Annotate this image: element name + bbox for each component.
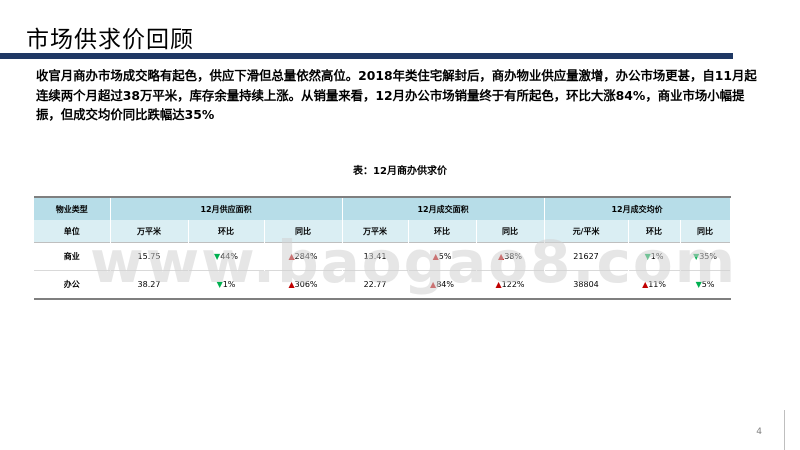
table-caption: 表：12月商办供求价: [353, 166, 447, 177]
cell-value: 5%: [438, 252, 452, 261]
table-cell: ▼5%: [680, 270, 731, 300]
up-arrow-icon: ▲: [498, 252, 505, 261]
table-cell: 15.75: [110, 242, 189, 271]
table-cell: 21627: [544, 242, 629, 271]
table-cell: ▲38%: [476, 242, 545, 271]
subheader-cell: 环比: [408, 220, 477, 243]
down-arrow-icon: ▼: [214, 252, 221, 261]
cell-value: 13.41: [363, 252, 387, 261]
subheader-cell: 元/平米: [544, 220, 629, 243]
header-deal-area: 12月成交面积: [342, 196, 545, 220]
cell-value: 15.75: [137, 252, 161, 261]
up-arrow-icon: ▲: [430, 280, 437, 289]
corner-divider: [784, 410, 785, 450]
cell-value: 38%: [504, 252, 522, 261]
header-type: 物业类型: [34, 196, 111, 220]
cell-value: 21627: [573, 252, 599, 261]
cell-value: 1%: [222, 280, 236, 289]
title-divider: [0, 53, 733, 59]
down-arrow-icon: ▼: [644, 252, 651, 261]
table-cell: 22.77: [342, 270, 409, 300]
supply-demand-price-table: 物业类型 12月供应面积 12月成交面积 12月成交均价 单位 万平米 环比 同…: [34, 196, 731, 300]
header-supply-area: 12月供应面积: [110, 196, 343, 220]
cell-value: 44%: [220, 252, 238, 261]
down-arrow-icon: ▼: [695, 280, 702, 289]
subheader-cell: 同比: [680, 220, 731, 243]
down-arrow-icon: ▼: [693, 252, 700, 261]
up-arrow-icon: ▲: [432, 252, 439, 261]
subheader-cell: 万平米: [342, 220, 409, 243]
table-row: 商业 15.75 ▼44% ▲284% 13.41 ▲5% ▲38% 21627 ▼1% ▼35%: [34, 242, 731, 271]
cell-value: 284%: [294, 252, 318, 261]
cell-value: 38.27: [137, 280, 161, 289]
cell-value: 35%: [699, 252, 717, 261]
subheader-cell: 同比: [476, 220, 545, 243]
table-cell: ▲5%: [408, 242, 477, 271]
table-cell: ▼1%: [628, 242, 681, 271]
up-arrow-icon: ▲: [495, 280, 502, 289]
header-deal-price: 12月成交均价: [544, 196, 731, 220]
table-cell: 13.41: [342, 242, 409, 271]
up-arrow-icon: ▲: [288, 252, 295, 261]
subheader-cell: 同比: [264, 220, 343, 243]
up-arrow-icon: ▲: [642, 280, 649, 289]
table-cell: ▲11%: [628, 270, 681, 300]
subheader-cell: 环比: [628, 220, 681, 243]
table-cell: 38.27: [110, 270, 189, 300]
cell-value: 1%: [650, 252, 664, 261]
cell-value: 84%: [436, 280, 454, 289]
header-unit: 单位: [34, 220, 111, 243]
table-row: 办公 38.27 ▼1% ▲306% 22.77 ▲84% ▲122% 38804 ▲11% ▼5…: [34, 270, 731, 300]
cell-value: 22.77: [363, 280, 387, 289]
table-cell: 38804: [544, 270, 629, 300]
subheader-cell: 万平米: [110, 220, 189, 243]
table-cell: ▼1%: [188, 270, 265, 300]
page-number: 4: [756, 427, 762, 437]
table-cell: ▲306%: [264, 270, 343, 300]
table-header-row: 物业类型 12月供应面积 12月成交面积 12月成交均价: [34, 196, 731, 220]
cell-value: 306%: [294, 280, 318, 289]
row-label: 商业: [34, 242, 111, 271]
cell-value: 38804: [573, 280, 599, 289]
table-cell: ▼35%: [680, 242, 731, 271]
row-label: 办公: [34, 270, 111, 300]
cell-value: 5%: [701, 280, 715, 289]
subheader-cell: 环比: [188, 220, 265, 243]
slide-title: 市场供求价回顾: [26, 27, 194, 53]
table-cell: ▼44%: [188, 242, 265, 271]
table-cell: ▲122%: [476, 270, 545, 300]
table-cell: ▲84%: [408, 270, 477, 300]
down-arrow-icon: ▼: [216, 280, 223, 289]
summary-paragraph: 收官月商办市场成交略有起色，供应下滑但总量依然高位。2018年类住宅解封后，商办…: [36, 68, 757, 122]
cell-value: 11%: [648, 280, 666, 289]
cell-value: 122%: [501, 280, 525, 289]
table-cell: ▲284%: [264, 242, 343, 271]
up-arrow-icon: ▲: [288, 280, 295, 289]
table-subheader-row: 单位 万平米 环比 同比 万平米 环比 同比 元/平米 环比 同比: [34, 220, 731, 243]
